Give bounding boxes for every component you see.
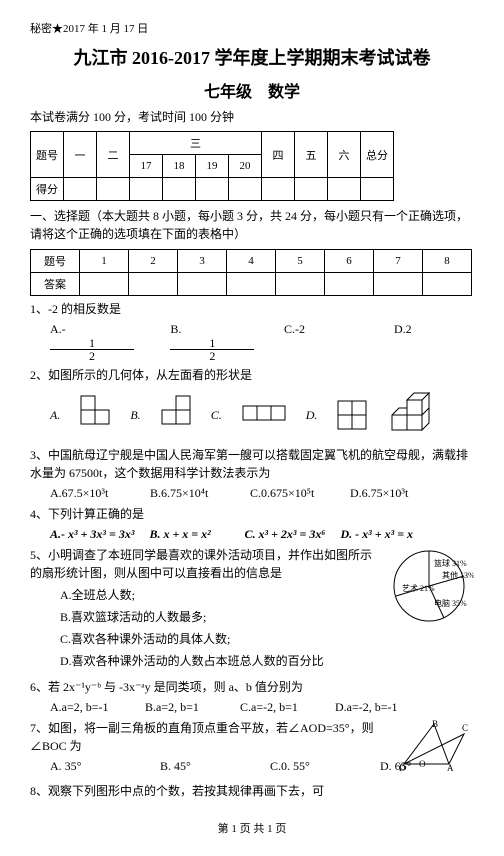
- answer-table: 题号12345678 答案: [30, 249, 472, 296]
- q3: 3、中国航母辽宁舰是中国人民海军第一艘可以搭载固定翼飞机的航空母舰，满载排水量为…: [30, 446, 474, 482]
- q1-options: A.- 12 B.12 C.-2 D.2: [50, 322, 474, 362]
- q5c: C.喜欢各种课外活动的具体人数;: [60, 630, 474, 648]
- q1: 1、-2 的相反数是: [30, 300, 474, 318]
- section1-title: 一、选择题（本大题共 8 小题，每小题 3 分，共 24 分，每小题只有一个正确…: [30, 207, 474, 243]
- shape-a-icon: [80, 395, 110, 435]
- q6: 6、若 2x⁻¹y⁻ᵇ 与 -3x⁻ᵃy 是同类项，则 a、b 值分别为: [30, 678, 474, 696]
- q7-options: A. 35°B. 45°C.0. 55°D. 65°: [50, 759, 386, 774]
- score-table: 题号 一 二 三 四 五 六 总分 17 18 19 20 得分: [30, 131, 394, 201]
- q8: 8、观察下列图形中点的个数，若按其规律再画下去，可: [30, 782, 474, 800]
- main-title: 九江市 2016-2017 学年度上学期期末考试试卷: [30, 44, 474, 70]
- solid-icon: [387, 390, 437, 440]
- shape-b-icon: [161, 395, 191, 435]
- pie-chart: 篮球 31% 其他 13% 电脑 35% 艺术 21%: [384, 546, 474, 626]
- q3-options: A.67.5×10³tB.6.75×10⁴tC.0.675×10⁵tD.6.75…: [50, 486, 474, 501]
- subtitle: 七年级 数学: [30, 78, 474, 102]
- svg-text:电脑 35%: 电脑 35%: [434, 598, 467, 608]
- svg-text:其他 13%: 其他 13%: [442, 570, 474, 580]
- svg-text:篮球 31%: 篮球 31%: [434, 558, 467, 568]
- q5d: D.喜欢各种课外活动的人数占本班总人数的百分比: [60, 652, 474, 670]
- q4-options: A.- x³ + 3x³ = 3x³B. x + x = x²C. x³ + 2…: [50, 527, 474, 542]
- svg-text:艺术 21%: 艺术 21%: [402, 583, 435, 593]
- secret-line: 秘密★2017 年 1 月 17 日: [30, 20, 474, 36]
- exam-info: 本试卷满分 100 分，考试时间 100 分钟: [30, 108, 474, 125]
- svg-text:C: C: [462, 723, 468, 733]
- q4: 4、下列计算正确的是: [30, 505, 474, 523]
- shape-d-icon: [337, 400, 367, 430]
- svg-text:B: B: [432, 719, 438, 729]
- q2: 2、如图所示的几何体，从左面看的形状是: [30, 366, 474, 384]
- page-footer: 第 1 页 共 1 页: [30, 820, 474, 836]
- shape-c-icon: [242, 405, 286, 425]
- q2-figures: A. B. C. D.: [50, 390, 474, 440]
